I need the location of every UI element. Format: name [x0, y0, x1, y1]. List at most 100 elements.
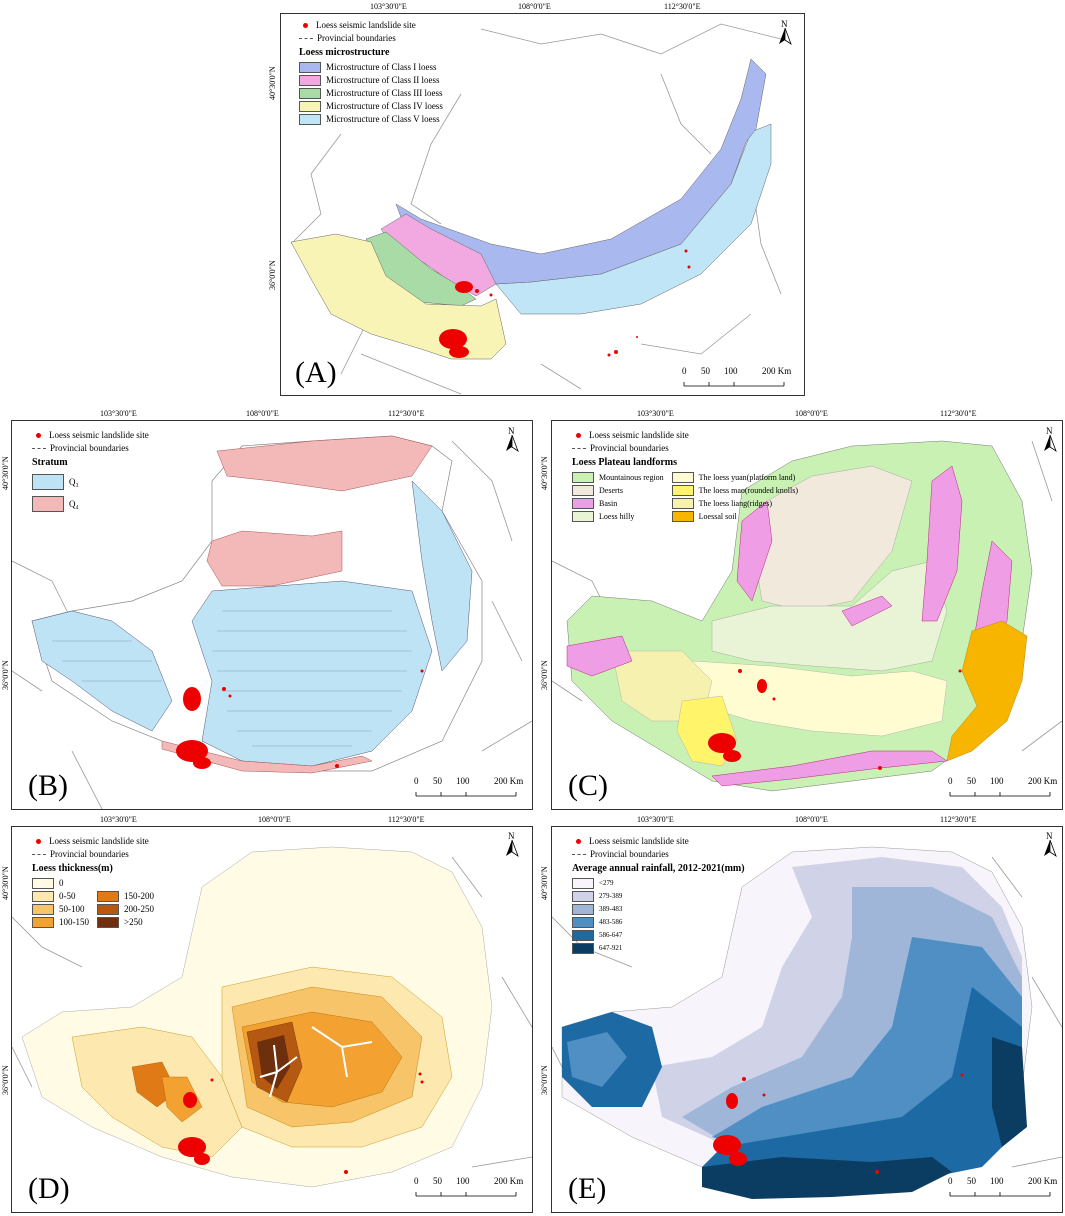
site-label: Loess seismic landslide site [589, 836, 689, 847]
legend-swatch [32, 474, 64, 490]
north-label: N [1046, 426, 1053, 436]
legend-item: 150-200 [97, 890, 154, 903]
legend-swatch [32, 917, 54, 928]
legend-item: The loess liang(ridges) [671, 497, 798, 510]
boundary-line-icon [32, 448, 46, 449]
lon-label-b1: 103°30'0"E [100, 409, 137, 418]
legend-swatch [572, 891, 594, 902]
map-e [552, 846, 1062, 1199]
lon-label-d3: 112°30'0"E [388, 815, 425, 824]
lon-label-d1: 103°30'0"E [100, 815, 137, 824]
lat-label-d1: 40°30'0"N [1, 866, 10, 900]
legend-swatch [299, 75, 321, 86]
legend-item-label: 150-200 [124, 891, 154, 902]
scale-0: 0 [948, 1176, 953, 1186]
legend-item: Basin [572, 497, 664, 510]
legend-item: 279-389 [572, 890, 745, 903]
legend-item: 200-250 [97, 903, 154, 916]
boundary-label: Provincial boundaries [590, 443, 669, 454]
legend-item: 647-921 [572, 942, 745, 955]
legend-item: Loessal soil [671, 510, 798, 523]
north-label: N [508, 831, 515, 841]
legend-item-label: Microstructure of Class II loess [326, 75, 440, 86]
legend-items: Microstructure of Class I loess Microstru… [299, 61, 443, 126]
legend-items: <279 279-389 389-483 483-586 586-647 647-921 [572, 877, 745, 955]
map-c [552, 440, 1062, 792]
lon-label-a2: 108°0'0"E [518, 2, 551, 11]
lat-label-b1: 40°30'0"N [1, 456, 10, 490]
legend-item-label: >250 [124, 917, 143, 928]
scale-bar: 0 50 100 200 Km [414, 772, 526, 802]
legend-swatch [32, 878, 54, 889]
panel-b: Loess seismic landslide site Provincial … [11, 420, 533, 810]
legend-title: Loess thickness(m) [32, 863, 113, 874]
panel-c: Loess seismic landslide site Provincial … [551, 420, 1063, 810]
lat-label-a2: 36°0'0"N [268, 260, 277, 290]
north-arrow-icon: N [502, 830, 522, 858]
legend-b: Loess seismic landslide site Provincial … [32, 429, 149, 515]
legend-item: Microstructure of Class III loess [299, 87, 443, 100]
lon-label-e2: 108°0'0"E [795, 815, 828, 824]
legend-swatch [299, 101, 321, 112]
legend-swatch [97, 917, 119, 928]
lon-label-a3: 112°30'0"E [664, 2, 701, 11]
panel-label: (E) [568, 1172, 607, 1205]
legend-item-label: 100-150 [59, 917, 89, 928]
lat-label-e1: 40°30'0"N [540, 866, 549, 900]
scale-100: 100 [724, 366, 738, 376]
legend-swatch [299, 114, 321, 125]
legend-item-label: Q₄ [69, 498, 79, 509]
boundary-line-icon [32, 854, 46, 855]
legend-item: The loess yuan(platform land) [671, 471, 798, 484]
scale-50: 50 [433, 776, 443, 786]
legend-item: 483-586 [572, 916, 745, 929]
legend-swatch [572, 878, 594, 889]
scale-200: 200 Km [762, 366, 791, 376]
scale-bar: 0 50 100 200 Km [948, 772, 1060, 802]
legend-item-label: Microstructure of Class III loess [326, 88, 443, 99]
lat-label-c1: 40°30'0"N [540, 456, 549, 490]
north-label: N [1046, 831, 1053, 841]
legend-item-label: 50-100 [59, 904, 85, 915]
legend-item-label: 647-921 [599, 944, 623, 953]
legend-items: 0 0-50 150-200 50-100 200-250 100-150 >250 [32, 877, 154, 929]
legend-title: Loess Plateau landforms [572, 457, 677, 468]
legend-swatch [671, 511, 694, 522]
legend-swatch [671, 472, 694, 483]
landslide-sites-b [176, 669, 424, 769]
lon-label-d2: 108°0'0"E [258, 815, 291, 824]
legend-swatch [572, 943, 594, 954]
map-d [12, 846, 532, 1188]
legend-item: 50-100 [32, 903, 89, 916]
legend-item: <279 [572, 877, 745, 890]
map-a [290, 23, 782, 395]
north-label: N [781, 19, 788, 29]
scale-200: 200 Km [494, 776, 523, 786]
legend-item: Microstructure of Class II loess [299, 74, 443, 87]
legend-item: Microstructure of Class IV loess [299, 100, 443, 113]
scale-200: 200 Km [1028, 776, 1057, 786]
legend-item-label: 0 [59, 878, 64, 889]
legend-title: Stratum [32, 457, 68, 468]
north-arrow-icon: N [502, 425, 522, 453]
lat-label-a1: 40°30'0"N [268, 66, 277, 100]
legend-title: Loess microstructure [299, 47, 390, 58]
legend-item-label: 200-250 [124, 904, 154, 915]
legend-swatch [572, 472, 594, 483]
scale-0: 0 [948, 776, 953, 786]
legend-item: 0-50 [32, 890, 89, 903]
scale-100: 100 [990, 776, 1004, 786]
legend-item: Q₄ [32, 493, 149, 515]
legend-item-label: Loess hilly [599, 511, 635, 521]
legend-item: Mountainous region [572, 471, 664, 484]
lon-label-e3: 112°30'0"E [940, 815, 977, 824]
legend-item-label: Microstructure of Class IV loess [326, 101, 443, 112]
site-dot-icon [576, 433, 581, 438]
landslide-sites-a [439, 249, 691, 358]
legend-swatch [97, 891, 119, 902]
legend-c: Loess seismic landslide site Provincial … [572, 429, 798, 523]
scale-50: 50 [967, 1176, 977, 1186]
scale-50: 50 [701, 366, 711, 376]
legend-item: 586-647 [572, 929, 745, 942]
legend-item: Q₃ [32, 471, 149, 493]
